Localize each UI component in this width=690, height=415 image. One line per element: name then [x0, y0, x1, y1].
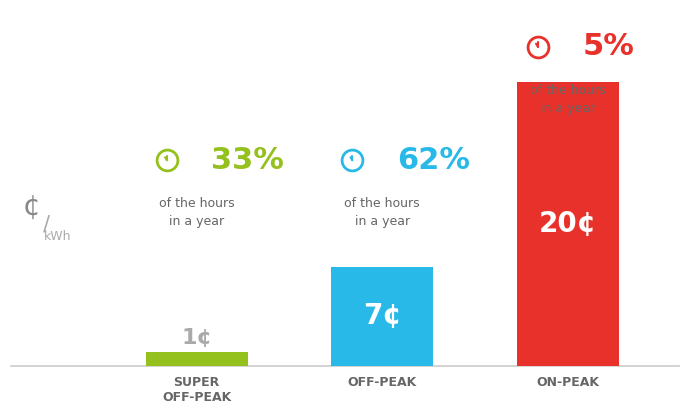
Bar	[146, 352, 248, 366]
Text: 7¢: 7¢	[363, 303, 402, 330]
Text: /: /	[43, 214, 50, 234]
Text: 5%: 5%	[582, 32, 634, 61]
Text: kWh: kWh	[43, 230, 71, 243]
Text: 33%: 33%	[211, 146, 284, 175]
Text: ¢: ¢	[22, 193, 40, 222]
Text: 20¢: 20¢	[538, 210, 597, 238]
Bar	[517, 82, 619, 366]
Text: of the hours
in a year: of the hours in a year	[530, 83, 605, 115]
Text: of the hours
in a year: of the hours in a year	[159, 197, 235, 228]
Text: 1¢: 1¢	[181, 328, 212, 348]
Text: of the hours
in a year: of the hours in a year	[344, 197, 420, 228]
Bar	[331, 267, 433, 366]
Text: 62%: 62%	[397, 146, 470, 175]
